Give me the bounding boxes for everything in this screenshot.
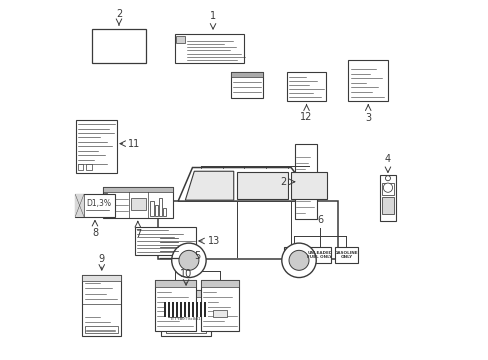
Bar — [168, 310, 183, 316]
Text: TTTYB0T9x0d1: TTTYB0T9x0d1 — [170, 318, 202, 321]
Circle shape — [179, 250, 199, 270]
Polygon shape — [290, 172, 326, 199]
Bar — [166, 302, 167, 317]
Text: 7: 7 — [134, 229, 141, 239]
Bar — [174, 34, 244, 63]
Polygon shape — [185, 171, 233, 200]
Bar — [86, 164, 92, 170]
Bar — [131, 198, 146, 210]
Polygon shape — [178, 167, 316, 201]
Bar — [180, 302, 182, 317]
Bar — [348, 60, 387, 101]
Circle shape — [383, 183, 392, 192]
Bar — [294, 144, 316, 220]
Bar — [188, 302, 189, 317]
Bar — [182, 302, 183, 317]
Circle shape — [288, 250, 308, 270]
Bar — [381, 197, 393, 214]
Bar — [155, 280, 196, 287]
Bar — [154, 206, 158, 216]
Circle shape — [171, 243, 206, 278]
Bar — [172, 302, 174, 317]
Bar — [192, 302, 193, 317]
Text: 3: 3 — [365, 113, 370, 123]
Text: 12: 12 — [300, 112, 312, 122]
Bar — [170, 302, 171, 317]
Text: 5: 5 — [194, 251, 201, 261]
Bar — [163, 208, 166, 216]
Bar — [104, 193, 106, 212]
Text: 1: 1 — [209, 12, 216, 22]
Circle shape — [281, 243, 316, 278]
Bar — [75, 194, 84, 217]
Text: 8: 8 — [92, 228, 98, 238]
Bar — [102, 187, 172, 218]
Bar — [213, 310, 226, 316]
Bar — [168, 302, 169, 317]
Text: 10: 10 — [180, 269, 192, 279]
Bar — [284, 247, 304, 263]
Bar — [206, 302, 207, 317]
Text: 2: 2 — [280, 177, 286, 187]
Bar — [84, 325, 118, 333]
Text: 6: 6 — [317, 215, 323, 225]
Bar — [82, 275, 121, 336]
Bar — [159, 198, 162, 216]
Bar — [286, 72, 325, 101]
Bar — [186, 302, 187, 317]
Bar — [379, 175, 395, 221]
Text: 13: 13 — [207, 236, 220, 246]
Bar — [102, 187, 172, 192]
Bar — [308, 247, 330, 263]
Bar — [164, 302, 165, 317]
Bar — [155, 280, 196, 330]
Bar — [201, 280, 239, 287]
Bar — [150, 201, 153, 216]
Bar — [176, 302, 178, 317]
Bar — [75, 194, 115, 217]
Bar — [381, 183, 393, 195]
Bar — [178, 302, 180, 317]
Bar — [76, 120, 117, 173]
Bar — [158, 201, 337, 259]
Bar — [92, 30, 145, 63]
Bar — [161, 290, 210, 336]
Bar — [202, 302, 203, 317]
Bar — [201, 280, 239, 330]
Bar — [165, 312, 206, 333]
Bar — [194, 302, 195, 317]
Text: 9: 9 — [99, 253, 104, 264]
Bar — [200, 302, 201, 317]
Text: 4: 4 — [384, 154, 390, 164]
Bar — [184, 302, 185, 317]
Bar — [231, 72, 262, 77]
Text: 2: 2 — [116, 9, 122, 19]
Bar — [78, 164, 83, 170]
Bar — [82, 275, 121, 282]
Text: D1,3%: D1,3% — [86, 199, 111, 208]
Circle shape — [385, 176, 389, 181]
Bar — [231, 72, 262, 98]
Bar — [334, 247, 357, 263]
Text: GASOLINE
ONLY: GASOLINE ONLY — [334, 251, 357, 259]
Bar — [161, 290, 210, 297]
Bar — [196, 302, 197, 317]
Text: 11: 11 — [128, 139, 140, 149]
Polygon shape — [237, 172, 287, 199]
Bar — [190, 302, 191, 317]
Bar — [204, 302, 205, 317]
Bar — [174, 302, 176, 317]
Bar — [176, 36, 185, 43]
Bar — [135, 226, 196, 255]
Text: UNLEADED
FUEL ONLY: UNLEADED FUEL ONLY — [306, 251, 332, 259]
Bar — [198, 302, 199, 317]
